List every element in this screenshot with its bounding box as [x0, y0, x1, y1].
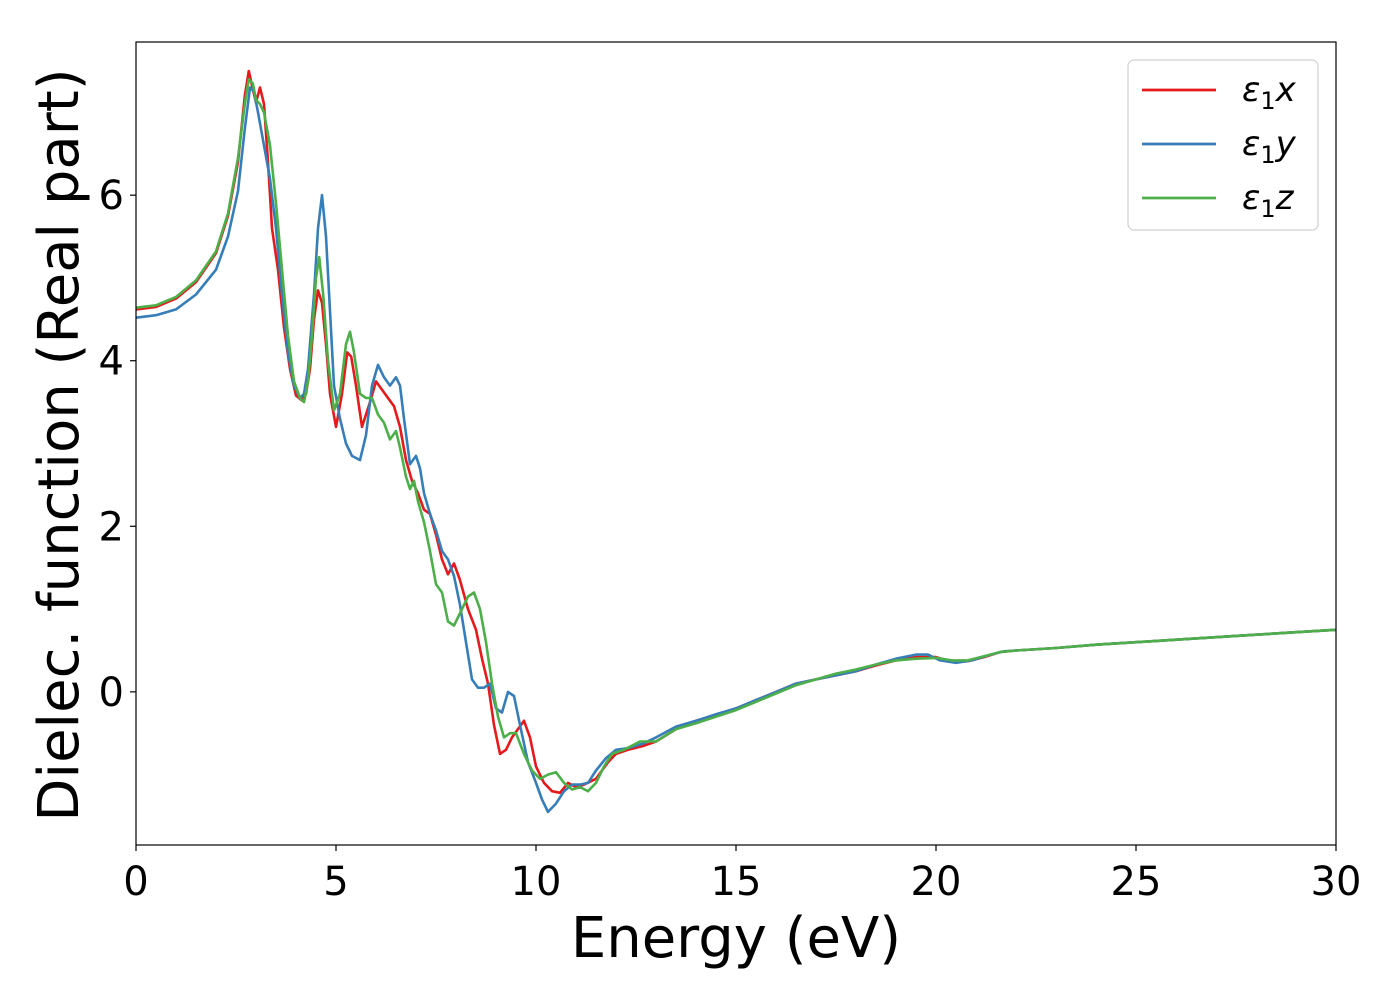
y-tick-label: 4 [99, 339, 124, 385]
x-axis-title: Energy (eV) [571, 906, 901, 971]
y-tick-label: 2 [99, 504, 124, 550]
x-tick-label: 10 [511, 859, 562, 905]
legend-box [1127, 59, 1319, 231]
y-axis-title: Dielec. function (Real part) [27, 68, 92, 821]
x-tick-label: 5 [323, 859, 348, 905]
x-tick-label: 15 [711, 859, 762, 905]
x-tick-label: 25 [1111, 859, 1162, 905]
x-tick-label: 0 [123, 859, 148, 905]
series-layer [135, 69, 1337, 814]
series-line-z [135, 78, 1337, 793]
legend: ε1x ε1y ε1z [1127, 59, 1319, 231]
legend-label-y: ε1y [1242, 124, 1297, 169]
y-tick-label: 6 [99, 173, 124, 219]
y-axis: 0 2 4 6 [99, 173, 136, 716]
legend-label-z: ε1z [1242, 178, 1295, 223]
legend-label-x: ε1x [1242, 70, 1297, 115]
x-axis: 0 5 10 15 20 25 30 [123, 845, 1361, 905]
x-tick-label: 20 [911, 859, 962, 905]
x-tick-label: 30 [1311, 859, 1362, 905]
y-tick-label: 0 [99, 670, 124, 716]
